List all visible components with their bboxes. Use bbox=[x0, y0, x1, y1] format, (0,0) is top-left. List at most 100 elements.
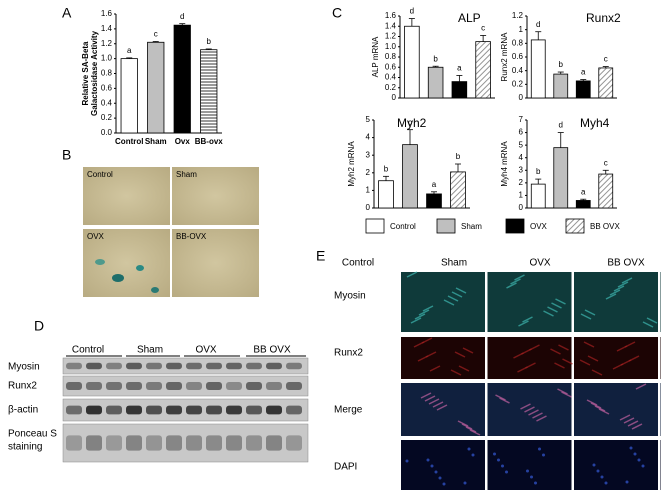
cell bbox=[428, 398, 440, 405]
y-tick-label: 0.8 bbox=[512, 38, 524, 47]
bar bbox=[530, 183, 546, 209]
blot-band bbox=[66, 362, 82, 370]
y-tick-label: 3 bbox=[519, 165, 524, 174]
blot-band bbox=[246, 405, 262, 415]
significance-letter: c bbox=[604, 55, 608, 64]
blot-strip bbox=[62, 398, 309, 422]
y-axis-label: Relative SA-Beta bbox=[81, 41, 90, 106]
blot-band bbox=[226, 405, 242, 415]
blot-strip bbox=[62, 357, 309, 375]
cell bbox=[522, 316, 533, 323]
legend-label: BB OVX bbox=[590, 222, 620, 231]
column-label: Sham bbox=[441, 258, 467, 269]
bar bbox=[450, 171, 466, 209]
chart-title: Myh4 bbox=[580, 116, 610, 130]
bar bbox=[120, 58, 138, 134]
cell bbox=[406, 271, 418, 278]
bar bbox=[200, 49, 218, 134]
cell bbox=[528, 409, 539, 416]
row-label: Runx2 bbox=[334, 348, 363, 359]
group-label: Control bbox=[72, 345, 104, 356]
nucleus bbox=[625, 480, 629, 484]
image-label: Sham bbox=[176, 170, 197, 179]
cell bbox=[425, 351, 437, 358]
y-tick-label: 1.0 bbox=[101, 54, 113, 63]
cell bbox=[414, 313, 426, 320]
blot-band bbox=[266, 382, 282, 390]
image-label: Control bbox=[87, 170, 113, 179]
y-tick-label: 1.6 bbox=[101, 9, 113, 18]
cell bbox=[506, 282, 517, 289]
cell bbox=[495, 394, 506, 401]
cell bbox=[424, 395, 436, 402]
significance-letter: b bbox=[456, 152, 461, 161]
y-tick-label: 0.2 bbox=[512, 79, 524, 88]
nucleus bbox=[600, 475, 604, 479]
nucleus bbox=[430, 464, 434, 468]
y-tick-label: 1.2 bbox=[101, 39, 113, 48]
row-label: β-actin bbox=[8, 405, 38, 416]
blot-band bbox=[246, 435, 262, 451]
significance-letter: c bbox=[408, 118, 412, 127]
micrograph bbox=[172, 167, 259, 225]
y-tick-label: 2 bbox=[366, 168, 371, 177]
blot-band bbox=[246, 382, 262, 390]
cell bbox=[561, 391, 572, 398]
x-tick-label: Sham bbox=[145, 137, 167, 146]
significance-letter: c bbox=[604, 158, 608, 167]
cell bbox=[580, 313, 592, 320]
micrograph bbox=[660, 440, 661, 490]
blot-band bbox=[206, 362, 222, 370]
cell bbox=[635, 383, 647, 390]
significance-letter: a bbox=[581, 187, 586, 196]
bar bbox=[451, 81, 468, 99]
cell bbox=[598, 408, 610, 415]
chart-title: Runx2 bbox=[586, 11, 621, 25]
bar bbox=[553, 147, 569, 209]
cell bbox=[591, 369, 603, 376]
blot-band bbox=[186, 405, 202, 415]
panel-label: D bbox=[34, 318, 44, 334]
nucleus bbox=[633, 452, 637, 456]
column-label: BB OVX bbox=[607, 258, 645, 269]
legend-swatch bbox=[505, 218, 525, 234]
group-label: OVX bbox=[195, 345, 216, 356]
cell bbox=[631, 423, 643, 430]
cell bbox=[624, 341, 636, 348]
blot-band bbox=[286, 405, 302, 415]
bar bbox=[598, 173, 614, 209]
cell bbox=[436, 404, 448, 411]
blot-band bbox=[86, 405, 102, 415]
y-tick-label: 0.0 bbox=[101, 128, 113, 137]
micrograph bbox=[487, 440, 572, 490]
legend-label: Control bbox=[390, 222, 416, 231]
cell bbox=[455, 287, 467, 294]
legend-label: OVX bbox=[530, 222, 548, 231]
y-tick-label: 0.4 bbox=[512, 66, 524, 75]
cell bbox=[583, 341, 595, 348]
blot-band bbox=[286, 435, 302, 451]
significance-letter: b bbox=[536, 167, 541, 176]
panel-label: A bbox=[62, 5, 72, 21]
chart-title: Myh2 bbox=[397, 116, 427, 130]
cell bbox=[462, 347, 474, 354]
micrograph bbox=[660, 337, 661, 379]
significance-letter: c bbox=[154, 30, 158, 39]
y-axis-label: ALP mRNA bbox=[371, 36, 380, 77]
cell bbox=[520, 403, 531, 410]
blot-band bbox=[206, 435, 222, 451]
cell bbox=[594, 405, 606, 412]
blot-band bbox=[126, 435, 142, 451]
y-tick-label: 1.0 bbox=[385, 42, 397, 51]
micrograph bbox=[401, 272, 485, 332]
cell bbox=[418, 309, 430, 316]
nucleus bbox=[501, 464, 504, 468]
blot-band bbox=[146, 362, 162, 370]
micrograph bbox=[401, 383, 485, 436]
column-label: OVX bbox=[529, 258, 550, 269]
nucleus bbox=[426, 458, 430, 462]
y-axis-label: Myh2 mRNA bbox=[347, 141, 356, 187]
nucleus bbox=[542, 453, 545, 457]
nucleus bbox=[467, 447, 471, 451]
nucleus bbox=[471, 453, 475, 457]
